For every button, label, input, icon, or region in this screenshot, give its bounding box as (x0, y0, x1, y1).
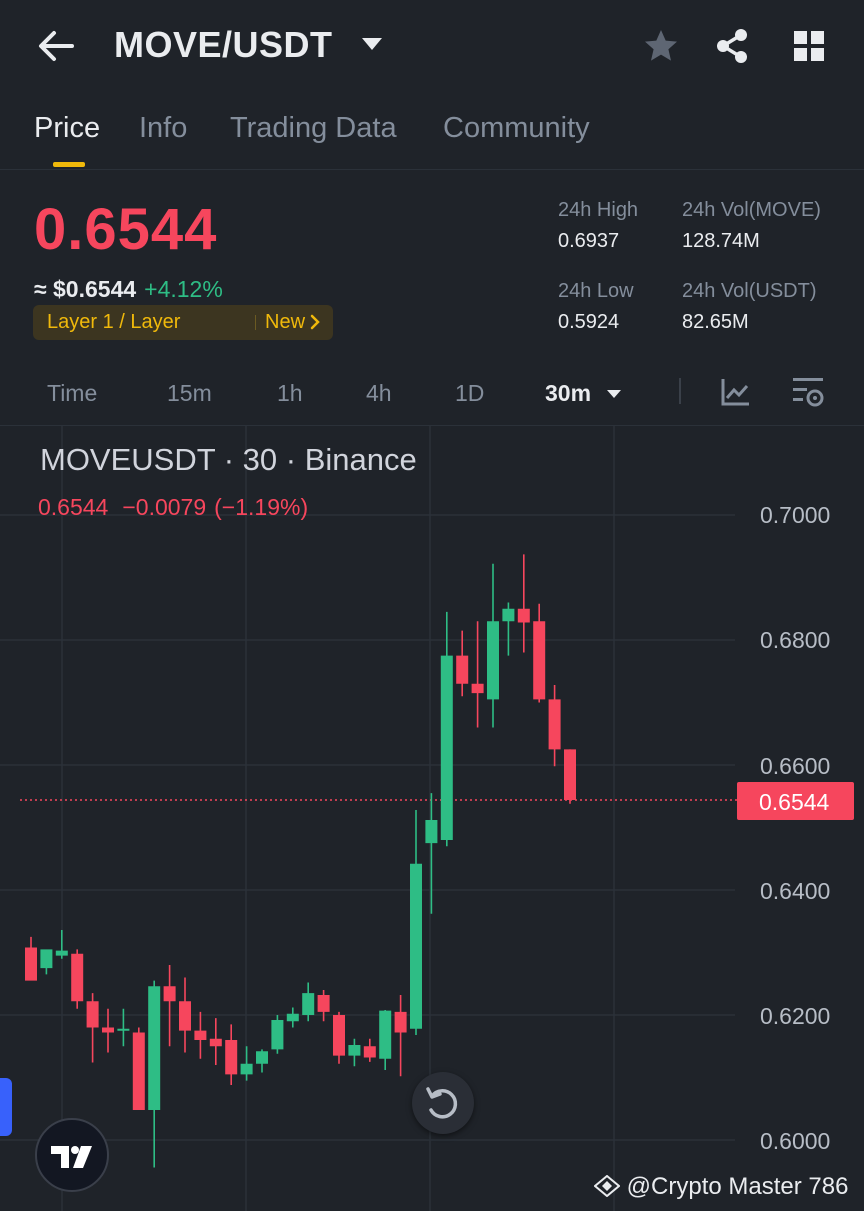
candle-body (286, 1013, 299, 1022)
tradingview-logo-icon (51, 1146, 92, 1168)
last-price: 0.6544 (34, 197, 218, 262)
caret-down-icon[interactable] (360, 36, 384, 57)
reset-icon (426, 1087, 458, 1119)
reset-chart-button[interactable] (412, 1072, 474, 1134)
tag-divider (255, 315, 256, 330)
top-bar: MOVE/USDT (0, 0, 864, 92)
candle-body (440, 655, 453, 840)
tab-info[interactable]: Info (139, 112, 188, 144)
candle-body (25, 947, 37, 981)
candle-body (410, 863, 422, 1029)
interval-divider (679, 378, 681, 404)
candle-body (317, 995, 330, 1012)
vol-usdt-label: 24h Vol(USDT) (682, 280, 817, 302)
vol-move-value: 128.74M (682, 230, 760, 252)
candle-body (379, 1010, 392, 1059)
candle-body (71, 953, 84, 1002)
interval-caret-icon[interactable] (606, 386, 622, 404)
new-label: New (265, 311, 306, 333)
interval-selected[interactable]: 30m (545, 380, 592, 406)
tab-bar: Price Info Trading Data Community (0, 100, 864, 170)
interval-bar: Time 15m 1h 4h 1D 30m (0, 360, 864, 426)
candle-body (40, 949, 53, 969)
candle-body (487, 621, 499, 700)
pair-title[interactable]: MOVE/USDT (114, 24, 333, 65)
grid-icon[interactable] (789, 26, 829, 66)
candle-body (102, 1027, 114, 1033)
candle-body (456, 655, 469, 684)
candle-body (425, 820, 438, 844)
chart-close: 0.6544 (38, 494, 109, 520)
category-tag[interactable]: Layer 1 / Layer New (33, 305, 333, 340)
chart-ohlc-line: 0.6544 −0.0079 (−1.19%) (38, 494, 322, 521)
interval-time[interactable]: Time (47, 380, 98, 406)
candle-body (333, 1015, 345, 1056)
candle-body (256, 1051, 268, 1064)
usd-price-line: ≈ $0.6544 +4.12% (34, 276, 223, 303)
candlestick-chart[interactable] (0, 426, 864, 1211)
candle-body (225, 1040, 238, 1075)
high-value: 0.6937 (558, 230, 620, 252)
category-label: Layer 1 / Layer (47, 311, 181, 333)
candle-body (348, 1045, 361, 1056)
interval-15m[interactable]: 15m (167, 380, 212, 406)
low-label: 24h Low (558, 280, 634, 302)
interval-1d[interactable]: 1D (455, 380, 485, 406)
candle-body (271, 1020, 284, 1050)
high-label: 24h High (558, 199, 639, 221)
candle-body (163, 986, 176, 1002)
candle-body (394, 1011, 407, 1033)
candle-body (209, 1038, 222, 1047)
indicator-icon[interactable] (717, 374, 753, 410)
low-value: 0.5924 (558, 311, 620, 333)
candle-body (302, 993, 315, 1015)
watermark-text: @Crypto Master 786 (626, 1173, 849, 1200)
y-tick-label: 0.6600 (760, 753, 831, 779)
candle-body (533, 621, 546, 700)
candle-body (363, 1046, 376, 1058)
chart-settings-icon[interactable] (790, 374, 826, 410)
vol-usdt-value: 82.65M (682, 311, 749, 333)
candle-body (502, 608, 515, 622)
tradingview-logo[interactable] (35, 1118, 109, 1192)
interval-4h[interactable]: 4h (366, 380, 392, 406)
chart-symbol-line: MOVEUSDT · 30 · Binance (40, 442, 417, 477)
active-tab-indicator (53, 162, 85, 167)
candle-body (86, 1001, 99, 1028)
candle-body (517, 608, 530, 623)
candle-body (132, 1032, 145, 1110)
diamond-logo-icon (593, 1174, 621, 1198)
chart-change: −0.0079 (122, 494, 207, 520)
candle-body (117, 1028, 130, 1031)
back-arrow-icon[interactable] (34, 24, 78, 68)
interval-1h[interactable]: 1h (277, 380, 303, 406)
y-tick-label: 0.6200 (760, 1003, 831, 1029)
chart-change-pct: (−1.19%) (214, 494, 309, 520)
y-tick-label: 0.7000 (760, 502, 831, 528)
y-tick-label: 0.6800 (760, 627, 831, 653)
last-price-badge: 0.6544 (737, 782, 854, 820)
candle-body (471, 683, 484, 694)
change-percent: +4.12% (144, 276, 223, 302)
candle-body (194, 1030, 207, 1040)
y-tick-label: 0.6400 (760, 878, 831, 904)
star-icon[interactable] (641, 26, 681, 66)
chevron-right-icon (309, 310, 323, 340)
watermark: @Crypto Master 786 (593, 1173, 849, 1201)
usd-price: ≈ $0.6544 (34, 276, 137, 302)
tab-price[interactable]: Price (34, 112, 101, 144)
candle-body (548, 699, 561, 750)
candle-body (179, 1001, 191, 1031)
candle-body (148, 986, 161, 1110)
candle-body (564, 749, 576, 800)
share-icon[interactable] (712, 26, 752, 66)
candle-body (55, 950, 68, 956)
side-drawer-handle[interactable] (0, 1078, 12, 1136)
vol-move-label: 24h Vol(MOVE) (682, 199, 821, 221)
tab-trading-data[interactable]: Trading Data (230, 112, 397, 144)
candle-body (240, 1063, 253, 1075)
y-tick-label: 0.6000 (760, 1128, 831, 1154)
tab-community[interactable]: Community (443, 112, 590, 144)
